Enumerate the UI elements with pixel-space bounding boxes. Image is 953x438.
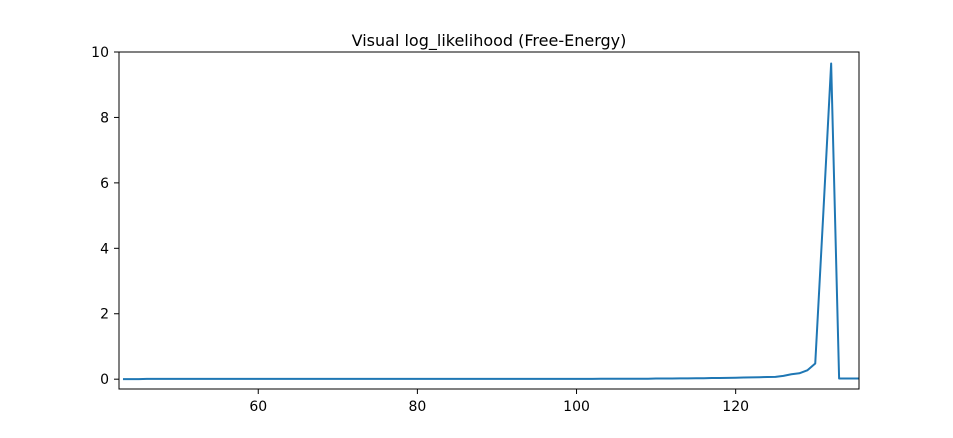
series-line-0 — [122, 62, 859, 381]
x-tick-label: 60 — [249, 399, 267, 415]
axes: 60 80 100 120 0 2 4 6 8 10 — [91, 45, 860, 415]
x-tick-label: 120 — [722, 399, 749, 415]
y-tick-label: 8 — [100, 110, 109, 126]
y-tick-label: 10 — [91, 45, 109, 61]
y-tick-label: 4 — [100, 241, 109, 257]
plot-area — [122, 62, 859, 381]
x-tick-label: 80 — [408, 399, 426, 415]
y-tick-label: 2 — [100, 307, 109, 323]
y-tick-label: 6 — [100, 176, 109, 192]
y-tick-label: 0 — [100, 372, 109, 388]
axes-frame — [118, 51, 860, 390]
chart-title: Visual log_likelihood (Free-Energy) — [352, 31, 627, 51]
x-tick-label: 100 — [563, 399, 590, 415]
